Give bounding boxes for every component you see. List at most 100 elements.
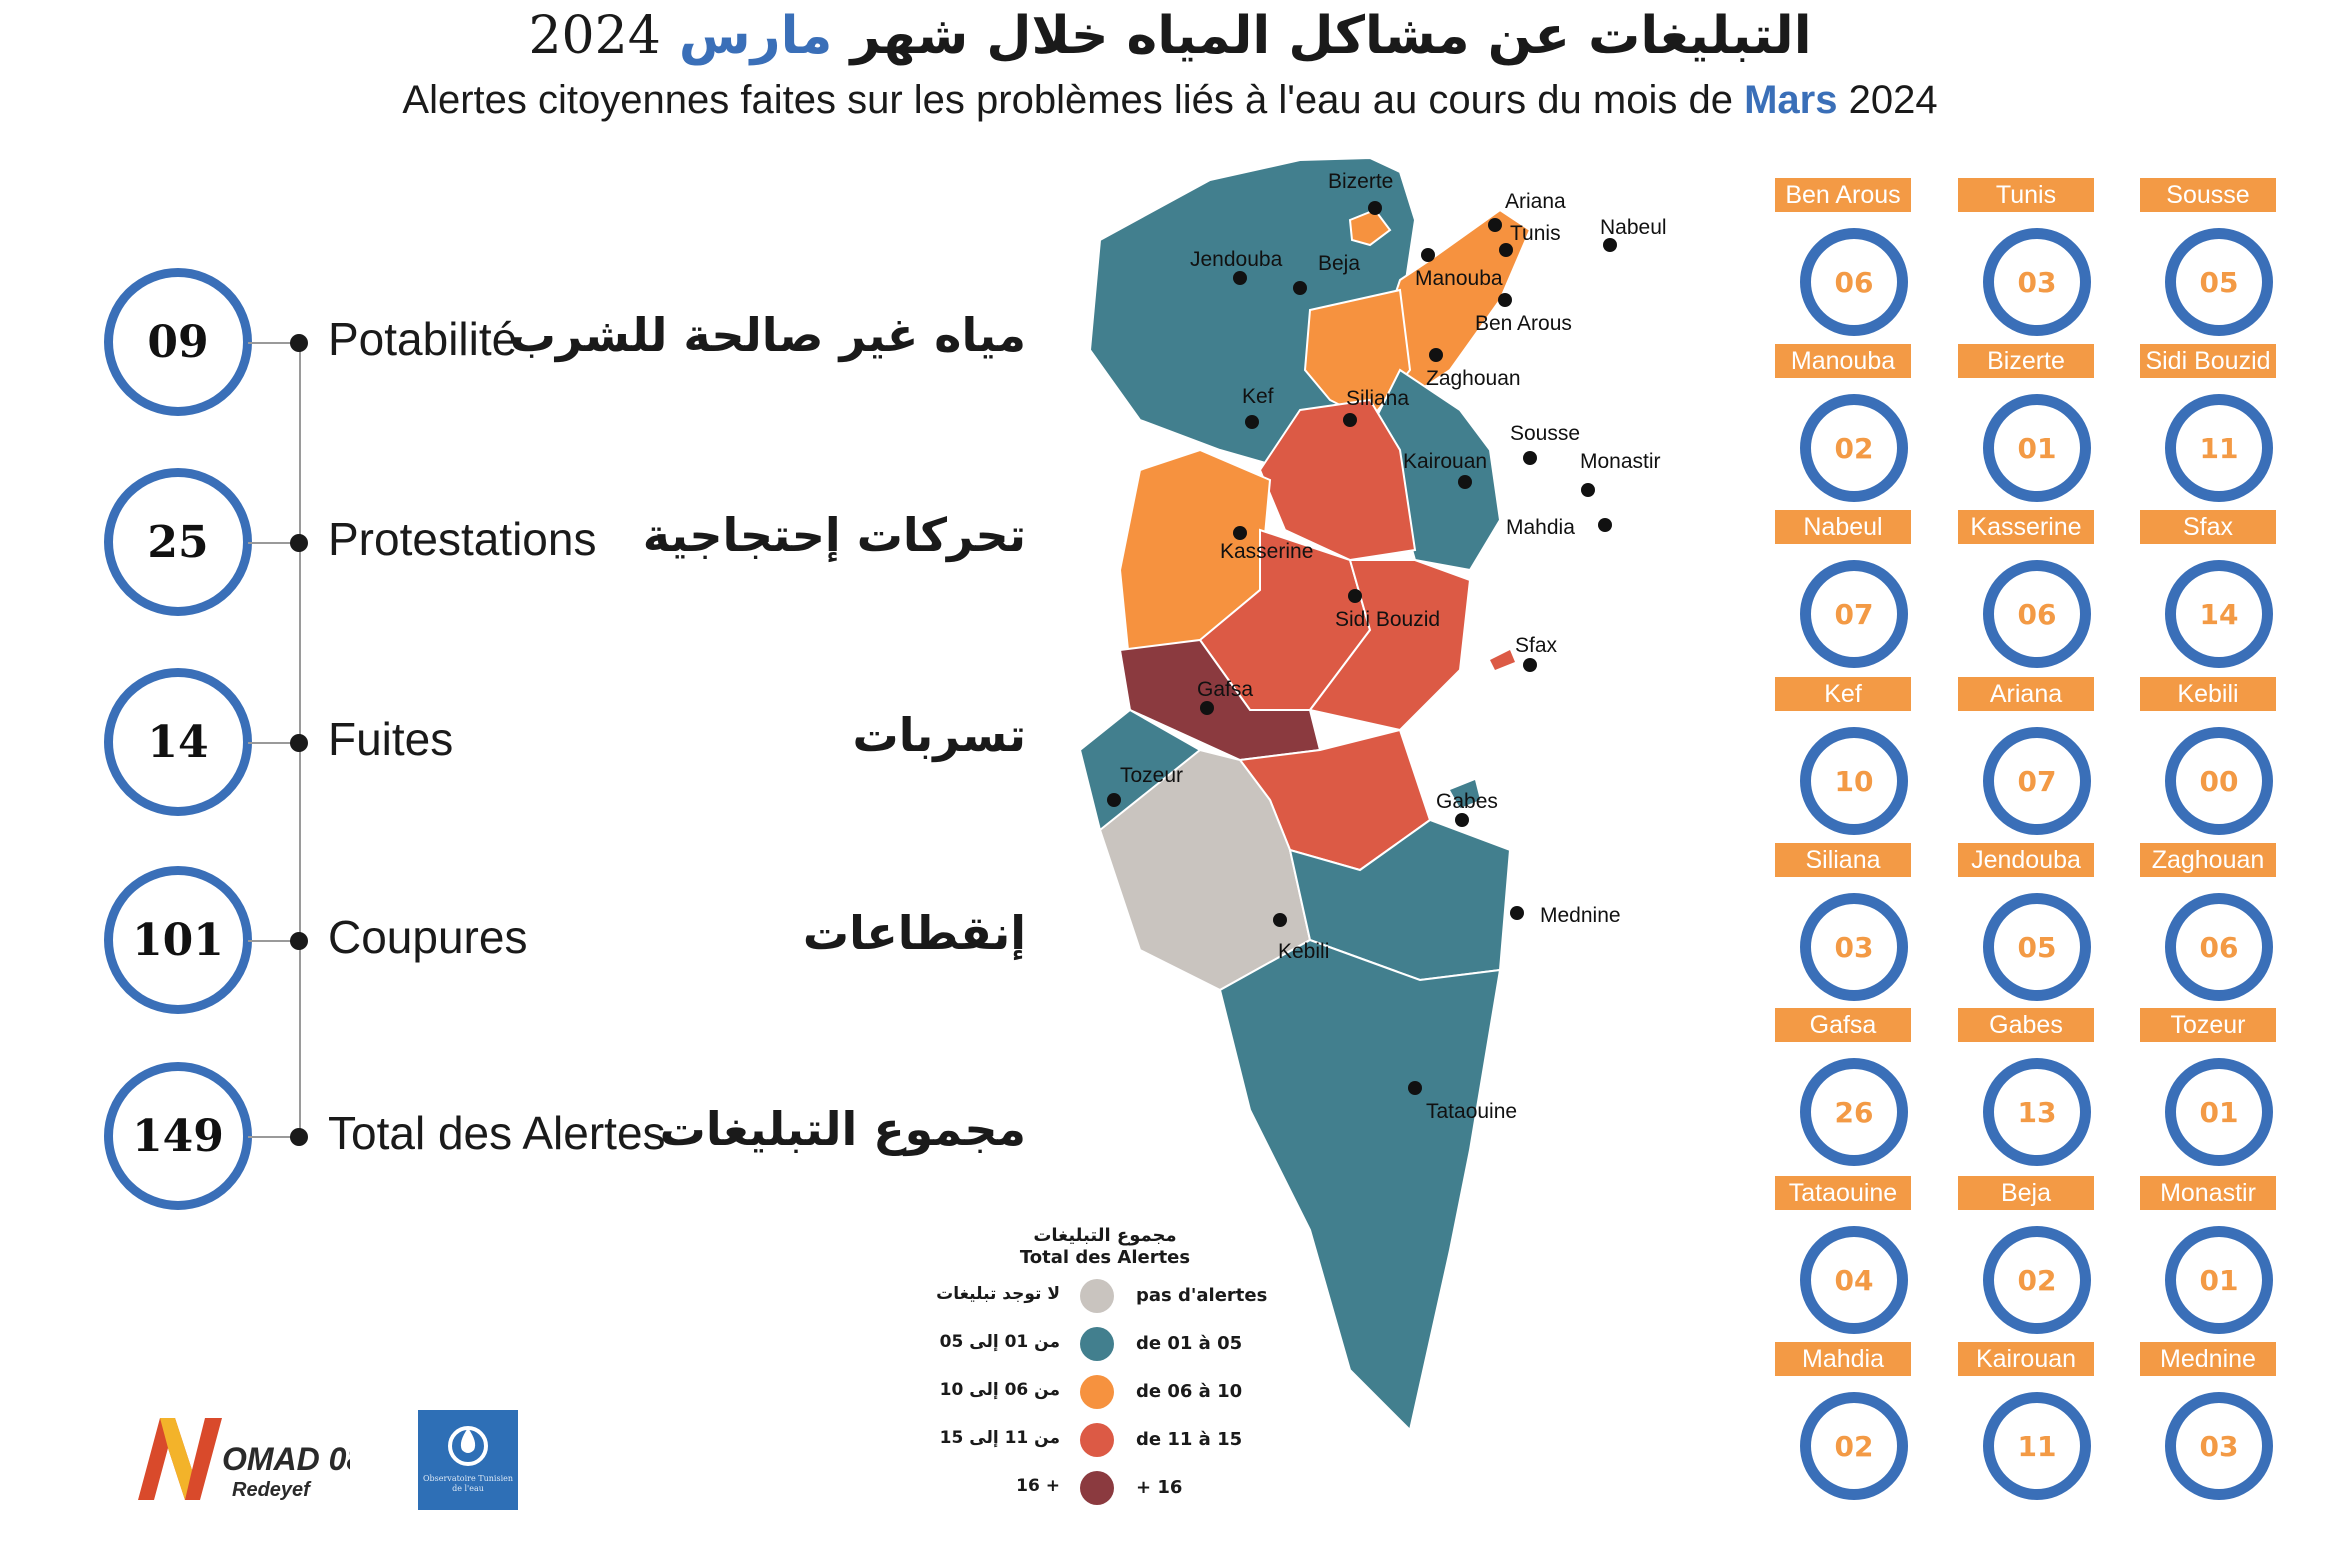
gov-name: Bizerte	[1958, 344, 2094, 378]
gov-card: Ariana 07	[1958, 677, 2094, 837]
water-drop-icon	[448, 1426, 488, 1466]
gov-name: Siliana	[1775, 843, 1911, 877]
title-fr-year: 2024	[1848, 78, 1938, 122]
gov-value: 05	[2165, 228, 2273, 336]
observatory-logo: Observatoire Tunisien de l'eau	[418, 1410, 518, 1510]
gov-value: 11	[2165, 394, 2273, 502]
stat-label-fr: Total des Alertes	[328, 1107, 666, 1159]
stat-value: 09	[104, 268, 252, 416]
gov-card: Monastir 01	[2140, 1176, 2276, 1336]
gov-value: 06	[2165, 893, 2273, 1001]
label-ariana: Ariana	[1505, 190, 1566, 213]
stat-protestations: 25 Protestations تحركات إحتجاجية	[0, 468, 1060, 618]
map-legend: مجموع التبليغات Total des Alertes لا توج…	[930, 1225, 1290, 1525]
stat-connector	[248, 342, 300, 344]
label-ben-arous: Ben Arous	[1475, 312, 1572, 335]
observatory-logo-text: Observatoire Tunisien de l'eau	[422, 1474, 514, 1493]
title-french: Alertes citoyennes faites sur les problè…	[0, 78, 2340, 123]
label-jendouba: Jendouba	[1190, 248, 1283, 271]
legend-title-fr: Total des Alertes	[1019, 1247, 1191, 1268]
legend-swatch	[1080, 1471, 1114, 1505]
gov-name: Manouba	[1775, 344, 1911, 378]
gov-name: Kebili	[2140, 677, 2276, 711]
legend-item: + 16 + 16	[930, 1471, 1290, 1507]
stat-connector	[248, 1136, 300, 1138]
gov-value: 07	[1983, 727, 2091, 835]
gov-value: 01	[2165, 1226, 2273, 1334]
gov-card: Sidi Bouzid 11	[2140, 344, 2276, 504]
gov-value: 05	[1983, 893, 2091, 1001]
gov-value: 11	[1983, 1392, 2091, 1500]
stat-dot	[290, 932, 308, 950]
gov-value: 03	[1983, 228, 2091, 336]
legend-item: لا توجد تبليغات pas d'alertes	[930, 1279, 1290, 1315]
stat-label-fr: Fuites	[328, 713, 454, 765]
gov-name: Tunis	[1958, 178, 2094, 212]
label-kairouan: Kairouan	[1403, 450, 1487, 473]
stat-label-fr: Coupures	[328, 911, 528, 963]
stat-dot	[290, 734, 308, 752]
legend-label-fr: pas d'alertes	[1136, 1285, 1268, 1306]
gov-card: Gafsa 26	[1775, 1008, 1911, 1168]
gov-name: Monastir	[2140, 1176, 2276, 1210]
legend-label-fr: de 11 à 15	[1136, 1429, 1243, 1450]
legend-label-fr: de 01 à 05	[1136, 1333, 1243, 1354]
gov-value: 03	[2165, 1392, 2273, 1500]
label-zaghouan: Zaghouan	[1426, 367, 1521, 390]
label-nabeul: Nabeul	[1600, 216, 1667, 239]
gov-card: Kef 10	[1775, 677, 1911, 837]
stat-label-ar: تحركات إحتجاجية	[642, 508, 1026, 562]
nomad-logo: OMAD 08 Redeyef	[130, 1400, 364, 1510]
legend-label-ar: + 16	[1016, 1476, 1060, 1496]
stat-total: 149 Total des Alertes مجموع التبليغات	[0, 1062, 1060, 1212]
stat-value: 14	[104, 668, 252, 816]
region-djerba	[1450, 780, 1480, 808]
gov-card: Tunis 03	[1958, 178, 2094, 338]
gov-card: Siliana 03	[1775, 843, 1911, 1003]
legend-label-ar: لا توجد تبليغات	[936, 1284, 1060, 1304]
label-manouba: Manouba	[1415, 267, 1503, 290]
label-tataouine: Tataouine	[1426, 1100, 1517, 1123]
gov-value: 04	[1800, 1226, 1908, 1334]
gov-card: Nabeul 07	[1775, 510, 1911, 670]
gov-card: Tataouine 04	[1775, 1176, 1911, 1336]
gov-card: Mahdia 02	[1775, 1342, 1911, 1502]
gov-name: Nabeul	[1775, 510, 1911, 544]
gov-value: 02	[1983, 1226, 2091, 1334]
gov-value: 02	[1800, 394, 1908, 502]
gov-card: Kebili 00	[2140, 677, 2276, 837]
gov-value: 01	[1983, 394, 2091, 502]
legend-item: من 01 إلى 05 de 01 à 05	[930, 1327, 1290, 1363]
label-sfax: Sfax	[1515, 634, 1558, 657]
label-kebili: Kebili	[1278, 940, 1329, 963]
legend-label-fr: de 06 à 10	[1136, 1381, 1243, 1402]
gov-card: Manouba 02	[1775, 344, 1911, 504]
title-ar-main: التبليغات عن مشاكل المياه خلال شهر	[850, 6, 1812, 66]
gov-name: Mednine	[2140, 1342, 2276, 1376]
gov-card: Mednine 03	[2140, 1342, 2276, 1502]
gov-name: Ariana	[1958, 677, 2094, 711]
label-tunis: Tunis	[1510, 222, 1561, 245]
stat-value: 149	[104, 1062, 252, 1210]
gov-card: Sfax 14	[2140, 510, 2276, 670]
title-fr-main: Alertes citoyennes faites sur les problè…	[402, 78, 1733, 122]
gov-name: Sousse	[2140, 178, 2276, 212]
stat-dot	[290, 534, 308, 552]
label-sousse: Sousse	[1510, 422, 1580, 445]
region-kerkennah	[1490, 650, 1515, 670]
gov-card: Bizerte 01	[1958, 344, 2094, 504]
label-kasserine: Kasserine	[1220, 540, 1313, 563]
stat-label-ar: مجموع التبليغات	[659, 1102, 1026, 1156]
gov-name: Gabes	[1958, 1008, 2094, 1042]
gov-name: Ben Arous	[1775, 178, 1911, 212]
legend-label-fr: + 16	[1136, 1477, 1183, 1498]
stat-label-fr: Potabilité	[328, 313, 518, 365]
gov-value: 13	[1983, 1058, 2091, 1166]
gov-card: Sousse 05	[2140, 178, 2276, 338]
gov-value: 14	[2165, 560, 2273, 668]
label-bizerte: Bizerte	[1328, 170, 1393, 193]
gov-name: Sidi Bouzid	[2140, 344, 2276, 378]
nomad-logo-mark: OMAD 08 Redeyef	[138, 1418, 364, 1501]
stat-potabilite: 09 Potabilité مياه غير صالحة للشرب	[0, 268, 1060, 418]
tunisia-map: Bizerte Ariana Tunis Nabeul Jendouba Bej…	[1070, 150, 1690, 1500]
